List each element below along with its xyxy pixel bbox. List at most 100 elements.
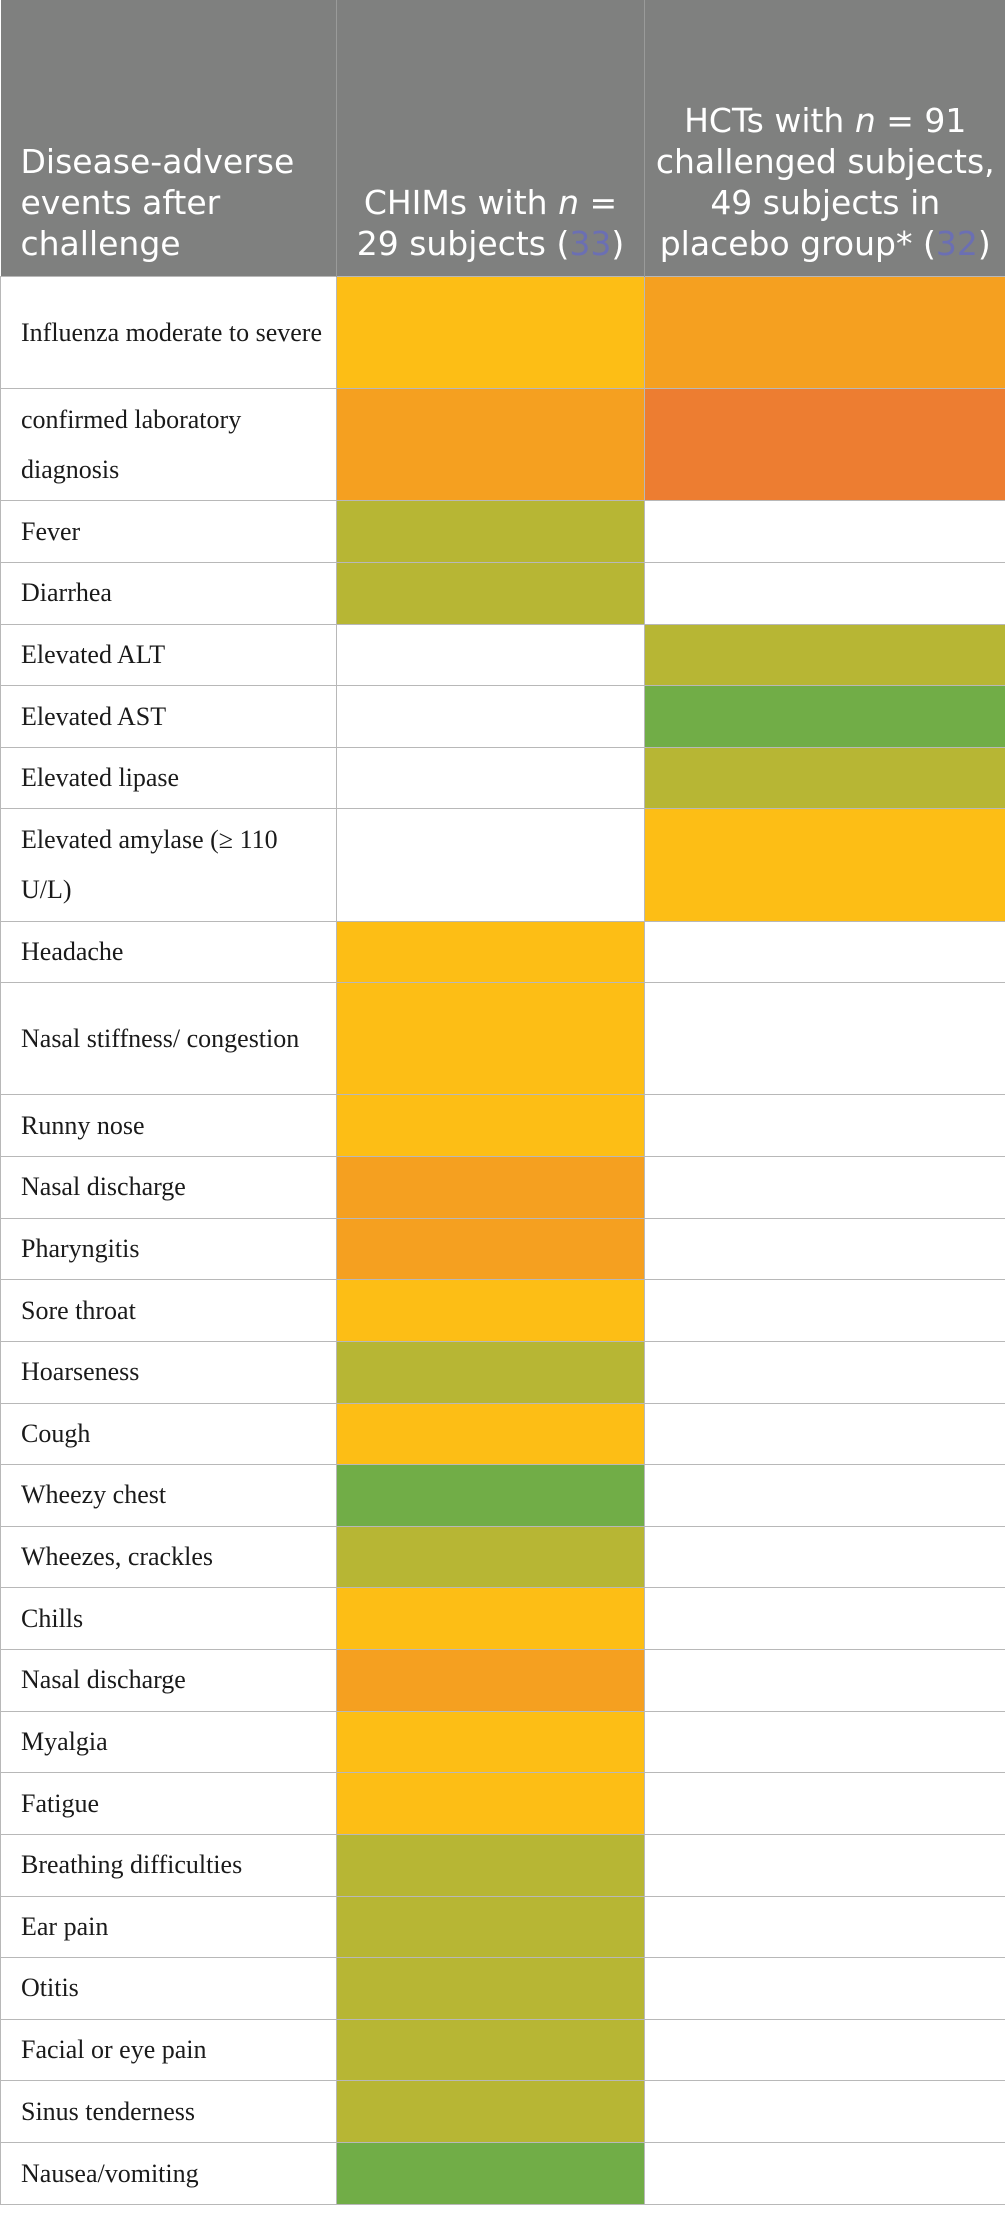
event-label: Diarrhea xyxy=(0,561,337,625)
table-row: Breathing difficulties xyxy=(0,1833,1005,1897)
event-label: Chills xyxy=(0,1587,337,1650)
table-row: Fatigue xyxy=(0,1772,1005,1835)
event-label: Wheezes, crackles xyxy=(0,1525,337,1589)
chims-severity-cell xyxy=(336,1649,645,1712)
header-hcts-ref-close: ) xyxy=(977,224,991,263)
hcts-severity-cell xyxy=(644,1279,1005,1342)
chims-severity-cell xyxy=(336,1710,645,1774)
chims-severity-cell xyxy=(336,623,645,687)
hcts-severity-cell xyxy=(644,808,1005,922)
chims-severity-cell xyxy=(336,1464,645,1527)
hcts-severity-cell xyxy=(644,2018,1005,2082)
event-label: Runny nose xyxy=(0,1094,337,1157)
hcts-severity-cell xyxy=(644,920,1005,984)
header-chims-suffix: = 29 subjects xyxy=(356,183,618,263)
table-row: Elevated lipase xyxy=(0,746,1005,810)
hcts-severity-cell xyxy=(644,1895,1005,1959)
chims-reference-link[interactable]: 33 xyxy=(569,224,612,263)
event-label: Influenza moderate to severe xyxy=(0,275,337,390)
header-events-column: Disease-adverse events after challenge xyxy=(0,0,337,277)
chims-severity-cell xyxy=(336,685,645,748)
hcts-severity-cell xyxy=(644,1156,1005,1219)
chims-severity-cell xyxy=(336,275,645,390)
chims-severity-cell xyxy=(336,982,645,1096)
event-label: Ear pain xyxy=(0,1895,337,1959)
table-row: Pharyngitis xyxy=(0,1217,1005,1281)
hcts-severity-cell xyxy=(644,1772,1005,1835)
event-label: Nausea/vomiting xyxy=(0,2142,337,2205)
chims-severity-cell xyxy=(336,1094,645,1157)
chims-severity-cell xyxy=(336,2018,645,2082)
table-row: Facial or eye pain xyxy=(0,2018,1005,2082)
event-label: Sore throat xyxy=(0,1279,337,1342)
hcts-severity-cell xyxy=(644,500,1005,563)
header-chims-ref-close: ) xyxy=(611,224,625,263)
header-events-label: Disease-adverse events after challenge xyxy=(20,142,295,263)
chims-severity-cell xyxy=(336,1957,645,2020)
event-label: Nasal discharge xyxy=(0,1649,337,1712)
hcts-severity-cell xyxy=(644,746,1005,810)
event-label: Wheezy chest xyxy=(0,1464,337,1527)
event-label: Fever xyxy=(0,500,337,563)
table-row: Elevated ALT xyxy=(0,623,1005,687)
event-label: Elevated AST xyxy=(0,685,337,748)
chims-severity-cell xyxy=(336,561,645,625)
table-row: Elevated AST xyxy=(0,685,1005,748)
table-row: Nasal stiffness/ congestion xyxy=(0,982,1005,1096)
chims-severity-cell xyxy=(336,2142,645,2205)
chims-severity-cell xyxy=(336,1587,645,1650)
chims-severity-cell xyxy=(336,500,645,563)
hcts-severity-cell xyxy=(644,1649,1005,1712)
event-label: Nasal discharge xyxy=(0,1156,337,1219)
table-row: Runny nose xyxy=(0,1094,1005,1157)
table-row: confirmed laboratory diagnosis xyxy=(0,388,1005,502)
chims-severity-cell xyxy=(336,1340,645,1404)
table-row: Hoarseness xyxy=(0,1340,1005,1404)
table-row: Chills xyxy=(0,1587,1005,1650)
event-label: Elevated ALT xyxy=(0,623,337,687)
hcts-reference-link[interactable]: 32 xyxy=(935,224,978,263)
event-label: Cough xyxy=(0,1402,337,1466)
table-row: Influenza moderate to severe xyxy=(0,275,1005,390)
hcts-severity-cell xyxy=(644,1957,1005,2020)
chims-severity-cell xyxy=(336,746,645,810)
table-row: Fever xyxy=(0,500,1005,563)
hcts-severity-cell xyxy=(644,2142,1005,2205)
chims-severity-cell xyxy=(336,920,645,984)
table-row: Nasal discharge xyxy=(0,1156,1005,1219)
chims-severity-cell xyxy=(336,1525,645,1589)
table-row: Headache xyxy=(0,920,1005,984)
hcts-severity-cell xyxy=(644,1340,1005,1404)
event-label: Sinus tenderness xyxy=(0,2080,337,2143)
hcts-severity-cell xyxy=(644,1402,1005,1466)
hcts-severity-cell xyxy=(644,1525,1005,1589)
header-chims-n: n xyxy=(558,183,580,222)
chims-severity-cell xyxy=(336,1833,645,1897)
header-chims-prefix: CHIMs with xyxy=(363,183,548,222)
event-label: Breathing difficulties xyxy=(0,1833,337,1897)
header-hcts-prefix: HCTs with xyxy=(684,101,845,140)
event-label: Otitis xyxy=(0,1957,337,2020)
table-header-row: Disease-adverse events after challenge C… xyxy=(0,0,1005,277)
hcts-severity-cell xyxy=(644,1094,1005,1157)
hcts-severity-cell xyxy=(644,561,1005,625)
event-label: confirmed laboratory diagnosis xyxy=(0,388,337,502)
hcts-severity-cell xyxy=(644,1833,1005,1897)
chims-severity-cell xyxy=(336,808,645,922)
event-label: Fatigue xyxy=(0,1772,337,1835)
event-label: Facial or eye pain xyxy=(0,2018,337,2082)
hcts-severity-cell xyxy=(644,388,1005,502)
chims-severity-cell xyxy=(336,2080,645,2143)
header-hcts-column: HCTs with n = 91 challenged subjects, 49… xyxy=(644,0,1005,277)
header-hcts-n: n xyxy=(854,101,876,140)
table-row: Wheezes, crackles xyxy=(0,1525,1005,1589)
table-row: Ear pain xyxy=(0,1895,1005,1959)
hcts-severity-cell xyxy=(644,1587,1005,1650)
chims-severity-cell xyxy=(336,1217,645,1281)
table-body: Influenza moderate to severe confirmed la… xyxy=(0,275,1005,2205)
chims-severity-cell xyxy=(336,1895,645,1959)
table-row: Nausea/vomiting xyxy=(0,2142,1005,2205)
event-label: Elevated lipase xyxy=(0,746,337,810)
chims-severity-cell xyxy=(336,1402,645,1466)
table-row: Wheezy chest xyxy=(0,1464,1005,1527)
